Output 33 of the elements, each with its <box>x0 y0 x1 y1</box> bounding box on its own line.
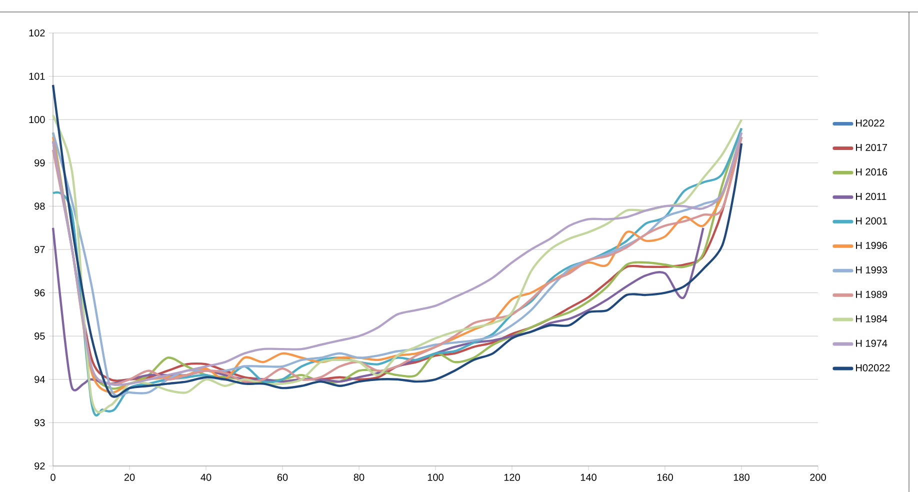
y-tick-label: 92 <box>34 462 45 470</box>
y-tick-label: 102 <box>29 29 45 37</box>
x-tick-label: 40 <box>200 474 212 481</box>
y-tick-label: 96 <box>34 289 45 296</box>
y-tick-label: 98 <box>34 202 45 210</box>
y-tick-label: 100 <box>29 116 45 124</box>
x-tick-label: 200 <box>810 474 826 481</box>
x-tick-label: 80 <box>354 474 364 481</box>
y-tick-label: 93 <box>34 419 45 426</box>
y-tick-label: 101 <box>29 72 45 80</box>
legend-label: H 1989 <box>856 290 888 298</box>
legend-label: H 1996 <box>856 242 888 249</box>
legend-label: H 2016 <box>856 168 888 176</box>
y-tick-label: 99 <box>34 159 45 166</box>
x-tick-label: 160 <box>657 474 673 481</box>
x-tick-label: 0 <box>50 474 56 481</box>
x-tick-label: 100 <box>428 474 444 481</box>
x-tick-label: 180 <box>734 474 750 481</box>
legend-label: H 1993 <box>856 266 888 274</box>
x-tick-label: 20 <box>124 474 135 481</box>
legend-label: H2022 <box>856 119 884 127</box>
legend-label: H 1984 <box>856 315 888 322</box>
y-tick-label: 97 <box>34 246 45 254</box>
legend-label: H 2011 <box>856 192 886 200</box>
legend-label: H 1974 <box>856 340 888 347</box>
legend-label: H 2017 <box>856 144 887 152</box>
x-tick-label: 140 <box>580 474 596 481</box>
legend-label: H 2001 <box>856 217 887 224</box>
y-tick-label: 95 <box>34 332 45 340</box>
legend-label: H02022 <box>856 364 890 372</box>
x-tick-label: 120 <box>504 474 520 481</box>
x-tick-label: 60 <box>277 474 288 481</box>
y-tick-label: 94 <box>34 376 45 383</box>
